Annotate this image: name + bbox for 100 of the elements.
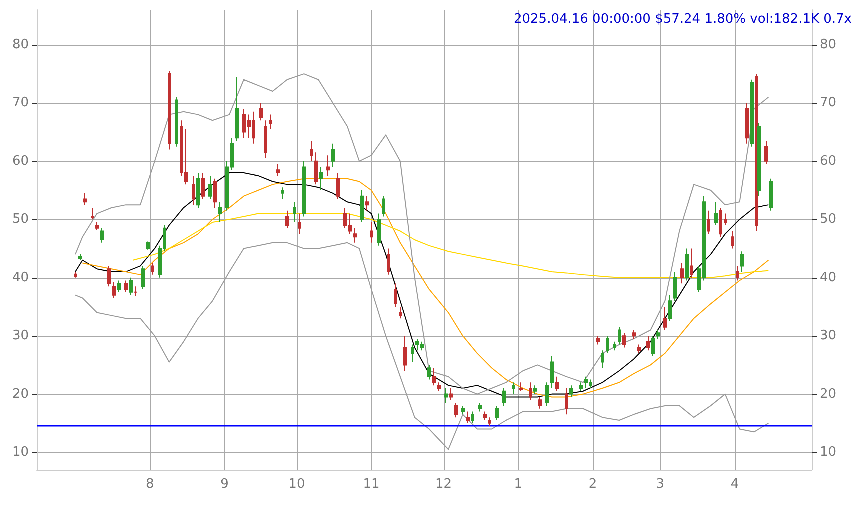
candlestick bbox=[192, 175, 195, 206]
candlestick bbox=[175, 96, 178, 148]
candlestick bbox=[601, 350, 604, 369]
candlestick bbox=[387, 248, 390, 276]
candlestick bbox=[100, 228, 104, 244]
candlestick bbox=[538, 396, 542, 410]
candlestick bbox=[606, 336, 609, 354]
x-tick-label: 4 bbox=[730, 477, 740, 492]
x-tick-label: 8 bbox=[146, 477, 154, 492]
candlestick bbox=[201, 172, 205, 200]
candlestick bbox=[750, 79, 754, 148]
candlestick bbox=[269, 114, 272, 130]
candlestick bbox=[302, 160, 306, 218]
x-tick-label: 3 bbox=[656, 477, 665, 492]
candlestick bbox=[281, 187, 284, 200]
candlestick bbox=[579, 382, 583, 392]
y-tick-label: 10 bbox=[12, 445, 29, 460]
candlestick bbox=[483, 411, 487, 422]
candlestick bbox=[319, 166, 323, 192]
y-tick-label: 50 bbox=[12, 212, 29, 228]
candlestick bbox=[637, 344, 641, 354]
candlestick bbox=[596, 336, 600, 346]
candlestick bbox=[478, 402, 482, 412]
candlestick bbox=[690, 248, 693, 278]
candlestick bbox=[646, 336, 650, 352]
candlestick bbox=[466, 411, 470, 424]
candlestick bbox=[550, 356, 554, 389]
chart-title: 2025.04.16 00:00:00 $57.24 1.80% vol:182.1K 0.7x bbox=[514, 12, 852, 27]
candlestick bbox=[454, 402, 458, 418]
y-tick-label: 20 bbox=[12, 386, 29, 402]
x-tick-label: 9 bbox=[220, 477, 229, 492]
x-tick-label: 1 bbox=[514, 477, 523, 492]
line-series bbox=[75, 242, 770, 450]
candlestick bbox=[668, 294, 672, 322]
candlestick bbox=[331, 143, 335, 168]
y2-tick-label: 30 bbox=[820, 328, 837, 344]
candlestick bbox=[745, 102, 749, 144]
candlestick bbox=[293, 202, 296, 224]
candlestick bbox=[555, 376, 559, 392]
y-tick-label: 30 bbox=[12, 328, 29, 344]
y2-tick-label: 50 bbox=[820, 212, 837, 228]
candlestick bbox=[731, 230, 734, 250]
candlestick bbox=[95, 222, 99, 231]
candlestick bbox=[545, 382, 549, 406]
candlestick bbox=[565, 388, 568, 416]
candlestick bbox=[353, 228, 357, 244]
candlestick bbox=[444, 388, 448, 404]
candlestick bbox=[736, 266, 739, 282]
candlestick bbox=[512, 382, 515, 395]
candlestick bbox=[680, 262, 684, 284]
candlestick bbox=[399, 306, 402, 320]
y2-tick-label: 80 bbox=[820, 37, 837, 52]
y2-tick-label: 60 bbox=[820, 154, 837, 169]
candlestick bbox=[569, 385, 573, 398]
candlestick bbox=[529, 382, 532, 401]
candlestick bbox=[336, 172, 340, 200]
y2-tick-label: 40 bbox=[820, 270, 837, 286]
candlestick bbox=[719, 207, 722, 238]
line-series bbox=[132, 213, 770, 278]
candlestick bbox=[276, 164, 280, 176]
y-tick-label: 70 bbox=[12, 96, 29, 111]
candlestick bbox=[632, 330, 636, 340]
candlestick bbox=[360, 190, 364, 224]
candlestick bbox=[502, 388, 506, 406]
candlestick bbox=[208, 175, 212, 200]
candlestick bbox=[663, 306, 667, 331]
candlestick bbox=[134, 286, 138, 297]
candlestick bbox=[432, 368, 436, 386]
candlestick bbox=[437, 382, 441, 392]
candlestick bbox=[129, 277, 133, 296]
candlestick bbox=[83, 192, 87, 206]
candlestick bbox=[618, 326, 621, 346]
candlestick bbox=[488, 417, 491, 427]
candlestick bbox=[141, 266, 145, 290]
candlestick bbox=[449, 388, 453, 401]
candlestick bbox=[365, 196, 369, 212]
candlestick bbox=[740, 251, 744, 273]
candlestick bbox=[377, 213, 381, 246]
candlestick bbox=[622, 332, 626, 348]
candlestick bbox=[533, 385, 537, 395]
y-tick-label: 80 bbox=[12, 37, 29, 52]
candlestick bbox=[124, 280, 128, 293]
x-tick-label: 10 bbox=[288, 477, 306, 492]
candlestick bbox=[168, 70, 171, 150]
candlestick bbox=[707, 210, 710, 235]
candlestick bbox=[764, 140, 768, 165]
candlestick bbox=[146, 241, 150, 250]
candlestick bbox=[461, 405, 465, 416]
y-tick-label: 40 bbox=[12, 270, 29, 286]
candlestick bbox=[382, 196, 385, 218]
candlestick bbox=[112, 282, 116, 299]
candlestick bbox=[519, 382, 523, 392]
candlestick bbox=[394, 283, 397, 308]
candlestick bbox=[151, 262, 154, 276]
y-tick-label: 60 bbox=[12, 154, 29, 169]
candlestick bbox=[769, 178, 773, 212]
candlestick bbox=[196, 172, 200, 208]
candlestick bbox=[218, 202, 222, 224]
candlestick bbox=[471, 411, 474, 424]
candlestick bbox=[74, 272, 77, 278]
